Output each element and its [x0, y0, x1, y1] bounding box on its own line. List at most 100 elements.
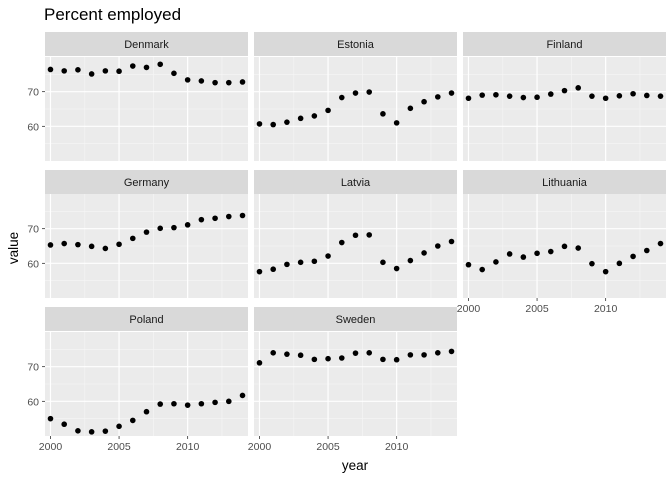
data-point: [448, 90, 455, 96]
facet-strip: [254, 170, 457, 194]
data-point: [352, 232, 359, 239]
data-point: [270, 350, 277, 356]
data-point: [616, 260, 623, 267]
facet-panel: Latvia: [254, 170, 457, 298]
data-point: [270, 266, 277, 273]
data-point: [643, 92, 650, 99]
data-point: [157, 61, 164, 68]
chart-title: Percent employed: [44, 5, 181, 24]
x-tick-label: 2010: [176, 441, 200, 453]
y-tick-label: 70: [27, 362, 39, 374]
facet-strip: [45, 170, 248, 194]
data-point: [284, 119, 290, 125]
data-point: [338, 94, 345, 101]
facet-strip-label: Denmark: [124, 39, 169, 51]
facet-strip: [45, 32, 248, 56]
data-point: [184, 77, 191, 83]
data-point: [575, 85, 582, 91]
facet-panel: Lithuania 2000 2005 2010: [457, 170, 666, 315]
data-point: [534, 250, 540, 257]
data-point: [212, 399, 218, 406]
data-point: [225, 79, 232, 86]
data-point: [75, 67, 81, 73]
x-tick-label: 2005: [316, 441, 340, 453]
facet-strip-label: Finland: [546, 39, 582, 51]
data-point: [75, 428, 81, 434]
data-point: [561, 243, 568, 250]
data-point: [352, 350, 359, 356]
data-point: [88, 429, 95, 435]
data-point: [239, 392, 246, 399]
data-point: [520, 94, 527, 101]
x-tick-label: 2010: [594, 303, 618, 315]
data-point: [129, 63, 136, 69]
data-point: [589, 260, 595, 267]
data-point: [616, 93, 623, 99]
facet-strip-label: Germany: [124, 177, 170, 189]
data-point: [102, 245, 109, 252]
x-tick-label: 2005: [107, 441, 131, 453]
data-point: [506, 93, 513, 99]
data-point: [407, 105, 414, 112]
data-point: [434, 94, 441, 100]
data-point: [256, 268, 263, 275]
facet-strip-label: Sweden: [336, 314, 376, 326]
facet-strip: [254, 32, 457, 56]
data-point: [479, 92, 486, 98]
facet-panels: Denmark 60 70 Estonia Finland Germany 60 70 Latv…: [27, 32, 666, 453]
y-tick-label: 60: [27, 258, 39, 270]
data-point: [366, 232, 373, 238]
data-point: [602, 268, 609, 275]
data-point: [421, 352, 427, 358]
data-point: [448, 238, 455, 245]
data-point: [506, 251, 513, 257]
data-point: [198, 400, 205, 407]
data-point: [534, 94, 540, 101]
y-tick-label: 70: [27, 87, 39, 99]
data-point: [311, 113, 318, 119]
facet-panel: Sweden 2000 2005 2010: [248, 307, 457, 453]
y-tick-label: 70: [27, 224, 39, 236]
data-point: [380, 111, 386, 117]
data-point: [465, 261, 472, 268]
data-point: [198, 78, 205, 84]
data-point: [393, 265, 400, 272]
x-tick-label: 2000: [248, 441, 272, 453]
data-point: [61, 240, 68, 247]
data-point: [407, 257, 414, 264]
data-point: [143, 229, 150, 235]
data-point: [239, 79, 246, 85]
data-point: [212, 215, 218, 222]
y-tick-label: 60: [27, 121, 39, 133]
data-point: [297, 352, 304, 359]
data-point: [198, 216, 205, 223]
data-point: [157, 225, 164, 232]
data-point: [561, 87, 568, 94]
data-point: [366, 350, 373, 356]
data-point: [311, 356, 318, 363]
data-point: [352, 90, 359, 96]
data-point: [479, 266, 486, 273]
y-axis-title: value: [6, 232, 21, 264]
data-point: [284, 351, 290, 357]
data-point: [225, 398, 232, 405]
data-point: [212, 79, 218, 86]
data-point: [225, 213, 232, 220]
data-point: [61, 68, 68, 74]
data-point: [184, 222, 191, 228]
x-tick-label: 2005: [525, 303, 549, 315]
data-point: [171, 70, 177, 77]
data-point: [421, 250, 427, 256]
data-point: [116, 241, 122, 248]
data-point: [171, 400, 177, 407]
data-point: [75, 241, 81, 248]
facet-panel: Germany 60 70: [27, 170, 248, 298]
data-point: [493, 91, 499, 98]
facet-panel: Finland: [463, 32, 666, 161]
data-point: [338, 355, 345, 361]
facet-strip: [463, 170, 666, 194]
data-point: [143, 408, 150, 415]
data-point: [657, 93, 664, 99]
data-point: [102, 68, 109, 74]
